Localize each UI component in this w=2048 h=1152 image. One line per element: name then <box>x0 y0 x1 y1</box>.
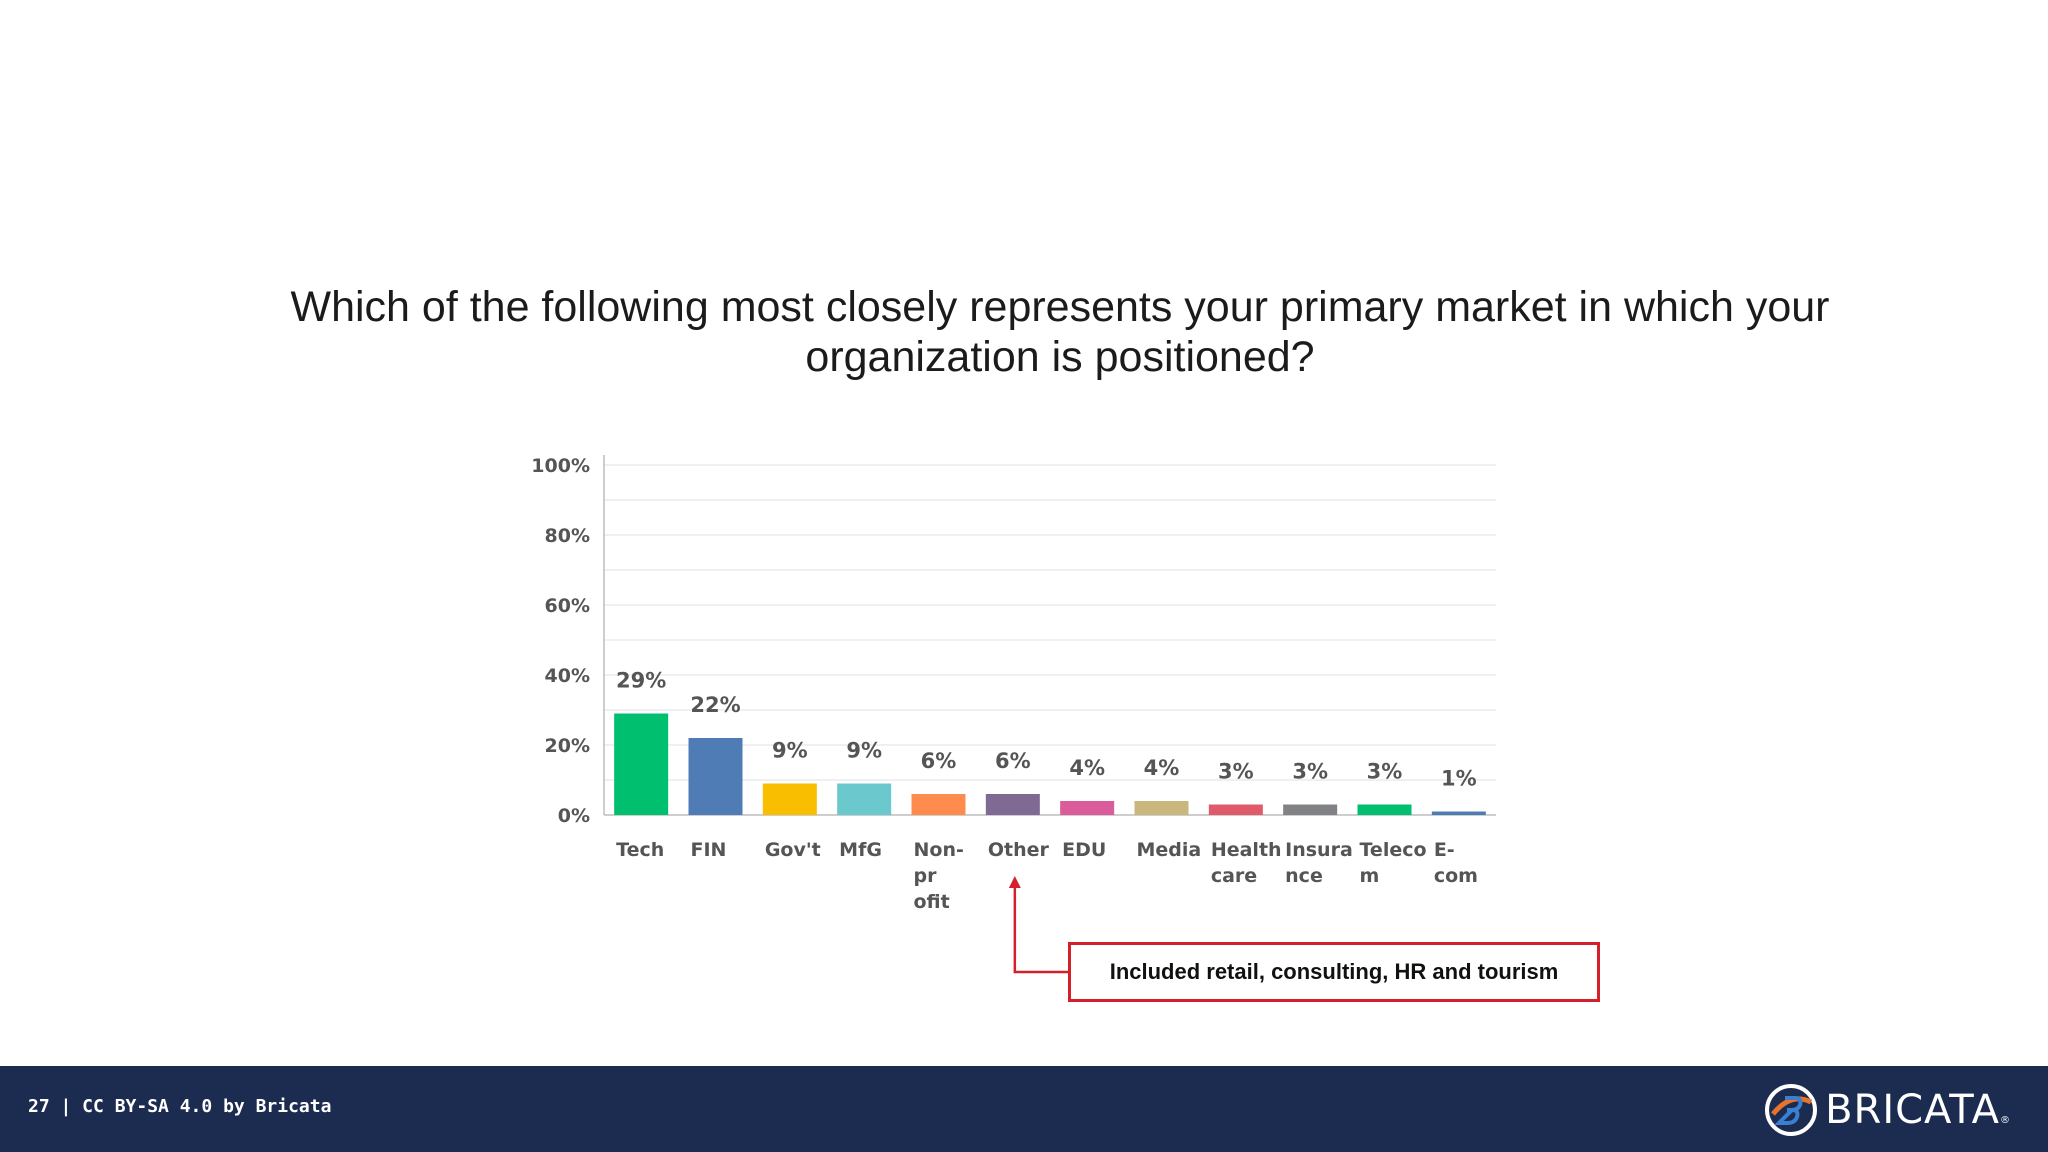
y-tick-label: 80% <box>545 525 590 547</box>
y-tick-label: 20% <box>545 735 590 757</box>
x-tick-label: Insura <box>1285 839 1353 861</box>
x-tick-label: MfG <box>839 839 882 861</box>
x-tick-label: Health <box>1211 839 1282 861</box>
x-tick-label: nce <box>1285 865 1323 887</box>
x-tick-label: Tech <box>616 839 664 861</box>
data-label: 3% <box>1292 760 1328 784</box>
x-tick-label: E- <box>1434 839 1455 861</box>
title-line-1: Which of the following most closely repr… <box>290 283 1830 331</box>
x-tick-label: FIN <box>691 839 727 861</box>
data-label: 9% <box>772 739 808 763</box>
x-tick-label: Gov't <box>765 839 821 861</box>
data-label: 3% <box>1367 760 1403 784</box>
data-label: 9% <box>846 739 882 763</box>
bar <box>837 783 892 815</box>
x-tick-label: Media <box>1137 839 1202 861</box>
bar <box>911 794 966 815</box>
callout-text: Included retail, consulting, HR and tour… <box>1109 959 1559 984</box>
data-label: 6% <box>921 749 957 773</box>
x-tick-label: Non- <box>914 839 964 861</box>
bar <box>1357 804 1412 815</box>
callout-connector <box>1013 886 1068 974</box>
callout-arrowhead <box>1008 876 1021 888</box>
bar <box>762 783 817 815</box>
y-tick-label: 0% <box>558 805 590 827</box>
bar <box>688 738 743 815</box>
callout-box: Included retail, consulting, HR and tour… <box>1068 942 1600 1002</box>
slide-title: Which of the following most closely repr… <box>240 282 1880 382</box>
bar <box>985 794 1040 815</box>
bar-chart: 0% 20% 40% 60% 80% 100% 29% Tech 22% FIN 9% Gov't 9%… <box>531 455 1496 974</box>
x-tick-label: m <box>1360 865 1380 887</box>
data-label: 4% <box>1069 756 1105 780</box>
data-label: 3% <box>1218 760 1254 784</box>
bricata-logo: BRICATA ® <box>1765 1084 2010 1136</box>
bar <box>1134 801 1189 815</box>
data-label: 22% <box>690 693 740 717</box>
bar <box>1060 801 1115 815</box>
footer-bar: 27 | CC BY-SA 4.0 by Bricata BRICATA ® <box>0 1066 2048 1152</box>
x-tick-label: care <box>1211 865 1257 887</box>
y-tick-label: 60% <box>545 595 590 617</box>
data-label: 1% <box>1441 767 1477 791</box>
data-label: 4% <box>1144 756 1180 780</box>
footer-credit: 27 | CC BY-SA 4.0 by Bricata <box>28 1096 332 1117</box>
bar <box>1208 804 1263 815</box>
x-tick-label: EDU <box>1062 839 1106 861</box>
x-tick-label: ofit <box>914 891 950 913</box>
bricata-logo-icon <box>1765 1084 1818 1136</box>
data-label: 29% <box>616 669 666 693</box>
y-tick-label: 100% <box>531 455 590 477</box>
title-line-2: organization is positioned? <box>805 333 1315 381</box>
data-label: 6% <box>995 749 1031 773</box>
bar <box>614 713 669 815</box>
logo-wordmark: BRICATA <box>1825 1087 2000 1133</box>
bar <box>1431 811 1486 815</box>
x-tick-label: Teleco <box>1360 839 1427 861</box>
x-tick-label: pr <box>914 865 938 887</box>
y-tick-label: 40% <box>545 665 590 687</box>
x-tick-label: com <box>1434 865 1478 887</box>
bar <box>1283 804 1338 815</box>
registered-mark: ® <box>2000 1115 2010 1126</box>
x-tick-label: Other <box>988 839 1050 861</box>
